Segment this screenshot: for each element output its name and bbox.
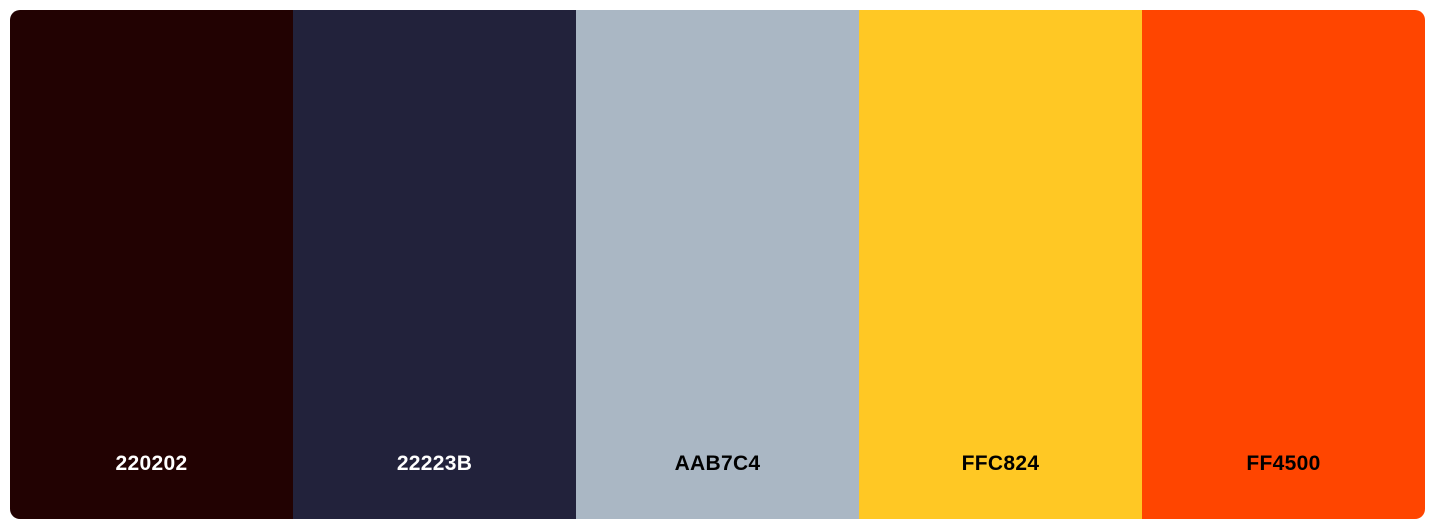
swatch-hex-label: 220202	[115, 452, 188, 475]
color-swatch-5[interactable]: FF4500	[1142, 10, 1425, 519]
swatch-hex-label: 22223B	[396, 452, 473, 475]
color-swatch-4[interactable]: FFC824	[859, 10, 1142, 519]
color-swatch-1[interactable]: 220202	[10, 10, 293, 519]
swatch-hex-label: FF4500	[1246, 452, 1321, 475]
swatch-hex-label: AAB7C4	[674, 452, 761, 475]
swatch-hex-label: FFC824	[961, 452, 1040, 475]
color-palette: 220202 22223B AAB7C4 FFC824 FF4500	[10, 10, 1425, 519]
color-swatch-2[interactable]: 22223B	[293, 10, 576, 519]
color-swatch-3[interactable]: AAB7C4	[576, 10, 859, 519]
